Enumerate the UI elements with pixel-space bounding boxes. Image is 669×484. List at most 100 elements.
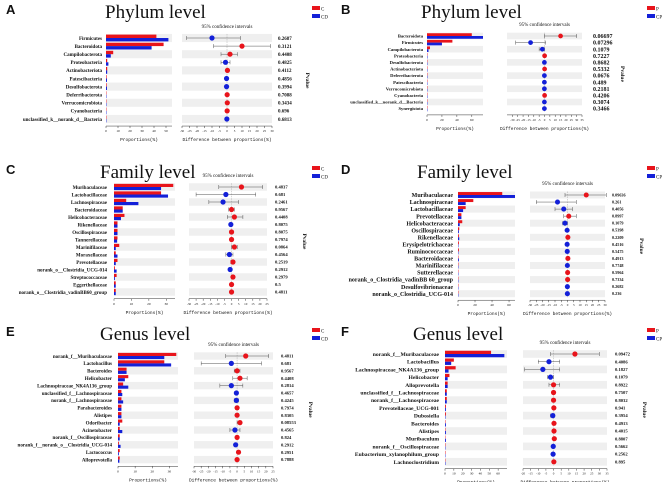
category-label: Lachnospiraceae <box>71 201 108 206</box>
legend-swatch-cd <box>312 174 320 178</box>
pvalue-axis-title: Pvalue <box>301 233 307 249</box>
legend: C CD <box>312 328 328 343</box>
diff-point <box>209 35 215 41</box>
pvalue-axis-title: Pvalue <box>619 66 625 82</box>
diff-tick-label: 15 <box>575 472 579 476</box>
bar-cp <box>458 223 460 227</box>
category-label: Cyanobacteria <box>71 110 103 115</box>
category-label: Bacteroidaceae <box>414 257 453 263</box>
category-label: Erysipelotrichaceae <box>402 242 453 248</box>
diff-point <box>564 284 570 290</box>
p-value: 0.7088 <box>278 93 292 98</box>
row-shade <box>458 261 515 270</box>
row-shade <box>445 411 507 420</box>
diff-tick-label: 5 <box>560 472 562 476</box>
bar-c <box>114 213 125 217</box>
row-shade <box>445 442 507 451</box>
prop-tick-label: 0 <box>117 469 119 473</box>
bar-cd <box>114 254 118 258</box>
bar-c <box>118 389 122 393</box>
category-label: Moraxellaceae <box>76 253 108 258</box>
diff-tick-label: 0 <box>553 472 555 476</box>
bar-p <box>458 234 459 238</box>
category-label: unclassified_f__Lachnospiraceae <box>360 390 439 396</box>
bar-cd <box>114 232 118 236</box>
prop-tick-label: 0 <box>113 302 115 306</box>
category-label: Bacteroidaceae <box>75 208 108 213</box>
diff-tick-label: 5 <box>549 118 551 122</box>
diff-point <box>228 229 235 235</box>
legend-swatch-cp <box>647 336 655 340</box>
bar-p <box>427 39 453 43</box>
prop-tick-label: 30 <box>140 129 144 133</box>
chart-svg: P CP 95% confidence intervals Bacteroidota 0… <box>350 6 662 132</box>
row-shade <box>118 441 178 449</box>
prop-tick-label: 0 <box>444 472 446 476</box>
bar-c <box>106 75 107 79</box>
bar-c <box>106 34 157 38</box>
diff-point <box>565 255 571 261</box>
row-shade <box>114 273 175 281</box>
prop-tick-label: 60 <box>496 472 500 476</box>
ci-label: 95% confidence intervals <box>208 343 259 348</box>
p-value: 0.0864 <box>275 245 288 250</box>
p-value: 0.7334 <box>612 277 624 282</box>
row-shade <box>523 442 607 451</box>
diff-tick-label: -25 <box>194 302 199 306</box>
row-shade <box>189 243 267 251</box>
row-shade <box>427 85 483 93</box>
diff-tick-label: 0 <box>567 303 569 307</box>
bar-cp <box>445 400 447 404</box>
diff-tick-label: -10 <box>215 302 220 306</box>
category-label: Prevotellaceae <box>76 261 108 266</box>
bar-c <box>118 352 177 356</box>
bar-c <box>106 58 108 63</box>
diff-tick-label: -25 <box>199 469 204 473</box>
diff-point <box>228 236 235 243</box>
diff-tick-label: 25 <box>265 302 269 306</box>
diff-axis-title: Difference between proportions(%) <box>523 311 612 317</box>
diff-tick-label: 10 <box>554 118 558 122</box>
diff-tick-label: -10 <box>221 469 226 473</box>
row-shade <box>445 427 507 435</box>
diff-tick-label: -5 <box>223 302 226 306</box>
diff-tick-label: -20 <box>521 472 526 476</box>
diff-point <box>230 259 236 265</box>
panel-e: E Genus level C CD 95% confidence intervals n… <box>0 322 334 482</box>
panel-a: A Phylum level C CD 95% confidence intervals… <box>0 0 334 160</box>
bar-cd <box>118 437 120 441</box>
bar-p <box>445 396 447 401</box>
diff-point <box>234 405 240 411</box>
diff-point <box>228 360 234 366</box>
category-label: Firmicutes <box>402 40 423 45</box>
category-label: Acinetobacter <box>82 429 113 434</box>
row-shade <box>194 411 273 419</box>
row-shade <box>106 50 172 59</box>
p-value: 0.2682 <box>612 284 624 289</box>
p-value: 0.07296 <box>593 41 613 47</box>
diff-tick-label: -30 <box>528 303 533 307</box>
p-value: 0.09636 <box>612 192 626 197</box>
diff-point <box>234 412 240 418</box>
p-value: 0.895 <box>615 459 626 464</box>
diff-tick-label: -10 <box>553 303 558 307</box>
bar-cd <box>106 70 108 74</box>
category-label: Desulfobacterota <box>390 60 424 65</box>
p-value: 0.4245 <box>281 398 294 403</box>
diff-point <box>558 33 563 39</box>
p-value: 0.3994 <box>278 85 292 90</box>
row-shade <box>523 380 607 389</box>
p-value: 0.5332 <box>593 67 610 73</box>
p-value: 0.2814 <box>281 383 294 388</box>
bar-c <box>114 191 162 195</box>
row-shade <box>118 411 178 419</box>
category-label: Prevotellaceae_UCG-001 <box>379 406 439 412</box>
prop-tick-label: 50 <box>164 129 168 133</box>
p-value: 0.4657 <box>281 391 294 396</box>
panel-title: Genus level <box>100 324 191 345</box>
category-label: Desulfobacterota <box>66 85 103 90</box>
diff-tick-label: -15 <box>547 303 552 307</box>
p-value: 0.7974 <box>281 405 294 410</box>
category-label: unclassified_k__norank_d__Bacteria <box>350 100 423 105</box>
bar-p <box>427 46 430 50</box>
